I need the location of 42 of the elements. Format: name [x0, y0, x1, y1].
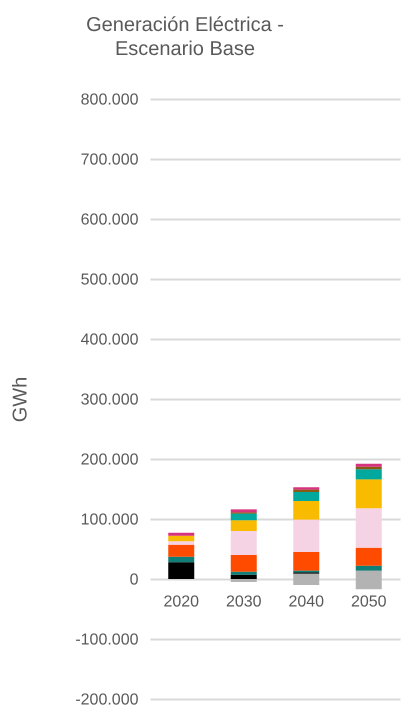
bar: [356, 464, 382, 467]
bar: [356, 566, 382, 571]
bar: [356, 548, 382, 566]
bar: [230, 514, 257, 520]
y-tick-label: 200.000: [80, 452, 139, 468]
y-tick-label: -200.000: [75, 692, 139, 708]
bar: [293, 492, 320, 501]
x-tick-label: 2030: [226, 594, 262, 610]
bar: [168, 532, 194, 536]
y-tick-label: 300.000: [80, 392, 139, 408]
chart-title: Generación Eléctrica - Escenario Base: [86, 14, 284, 60]
y-tick-label: 500.000: [80, 272, 139, 288]
y-tick-label: 0: [130, 572, 139, 588]
bar: [168, 562, 194, 579]
bar: [230, 520, 257, 531]
bar: [293, 520, 320, 552]
y-tick-label: 100.000: [80, 512, 139, 528]
y-tick-label: 800.000: [80, 92, 139, 108]
bar: [230, 531, 257, 555]
bar: [356, 508, 382, 548]
bar: [230, 555, 257, 572]
y-tick-label: -100.000: [75, 632, 139, 648]
bar: [293, 501, 320, 520]
bar: [356, 469, 382, 480]
x-tick-label: 2050: [350, 594, 387, 610]
bar: [168, 536, 194, 542]
bar: [293, 552, 320, 571]
x-tick-label: 2040: [288, 594, 324, 610]
y-tick-label: 600.000: [80, 212, 139, 228]
bar: [356, 479, 382, 508]
y-tick-label: 400.000: [80, 332, 139, 348]
bar: [168, 541, 194, 545]
bar: [230, 509, 257, 512]
bar: [293, 487, 320, 490]
x-tick-label: 2020: [163, 594, 200, 610]
bar: [168, 544, 194, 557]
y-tick-label: 700.000: [80, 152, 139, 168]
y-axis-title: GWh: [10, 376, 32, 422]
bar: [230, 574, 257, 579]
bar: [168, 556, 194, 562]
bar: [230, 579, 257, 582]
bar: [230, 572, 257, 575]
